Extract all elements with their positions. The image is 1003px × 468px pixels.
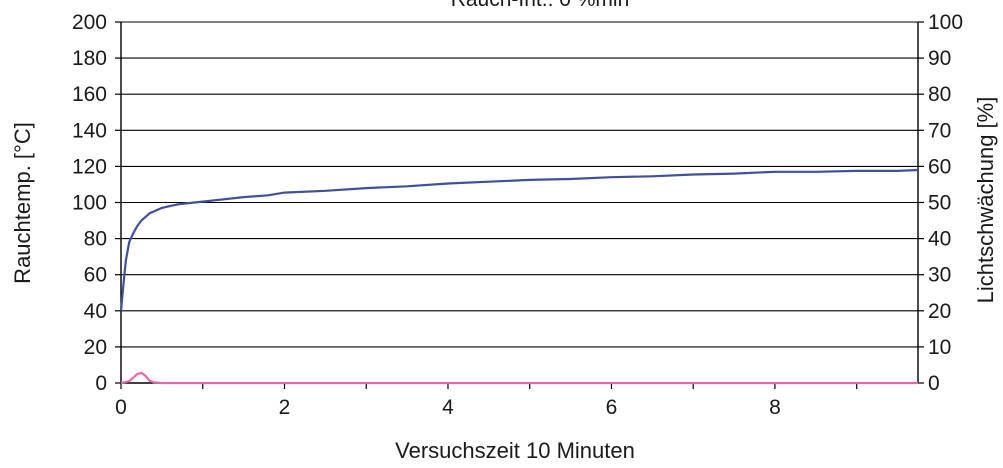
left-tick-label: 0 [95, 372, 107, 395]
right-y-ticks: 0 10 20 30 40 50 60 70 80 90 100 [918, 11, 963, 395]
right-tick-label: 100 [928, 11, 963, 34]
right-tick-label: 10 [928, 336, 951, 359]
left-tick-label: 140 [72, 119, 107, 142]
series-layer [119, 168, 919, 385]
right-tick-label: 30 [928, 264, 951, 287]
series-line-temperature [119, 168, 919, 311]
left-tick-label: 40 [84, 300, 107, 323]
left-tick-label: 20 [84, 336, 107, 359]
right-tick-label: 40 [928, 228, 951, 251]
right-tick-label: 60 [928, 155, 951, 178]
y2-axis-title: Lichtschwächung [%] [973, 97, 998, 304]
x-tick-label: 4 [442, 396, 454, 419]
right-tick-label: 90 [928, 47, 951, 70]
left-tick-label: 200 [72, 11, 107, 34]
left-tick-label: 60 [84, 264, 107, 287]
x-tick-label: 0 [115, 396, 127, 419]
right-tick-label: 50 [928, 192, 951, 215]
chart-title: Rauch-Int.: 0 %min [451, 0, 630, 11]
right-tick-label: 80 [928, 83, 951, 106]
grid-lines [121, 21, 918, 348]
x-ticks: 0 2 4 6 8 [115, 383, 858, 419]
right-tick-label: 20 [928, 300, 951, 323]
left-tick-label: 120 [72, 155, 107, 178]
x-axis-title: Versuchszeit 10 Minuten [395, 438, 635, 463]
left-tick-label: 100 [72, 192, 107, 215]
left-tick-label: 160 [72, 83, 107, 106]
x-tick-label: 8 [769, 396, 781, 419]
y-axis-title: Rauchtemp. [°C] [10, 122, 35, 284]
right-tick-label: 0 [928, 372, 940, 395]
left-y-ticks: 0 20 40 60 80 100 120 140 160 180 200 [72, 11, 121, 395]
right-tick-label: 70 [928, 119, 951, 142]
left-tick-label: 180 [72, 47, 107, 70]
left-tick-label: 80 [84, 228, 107, 251]
series-line-obscuration [120, 371, 918, 385]
x-tick-label: 6 [606, 396, 618, 419]
x-tick-label: 2 [279, 396, 291, 419]
